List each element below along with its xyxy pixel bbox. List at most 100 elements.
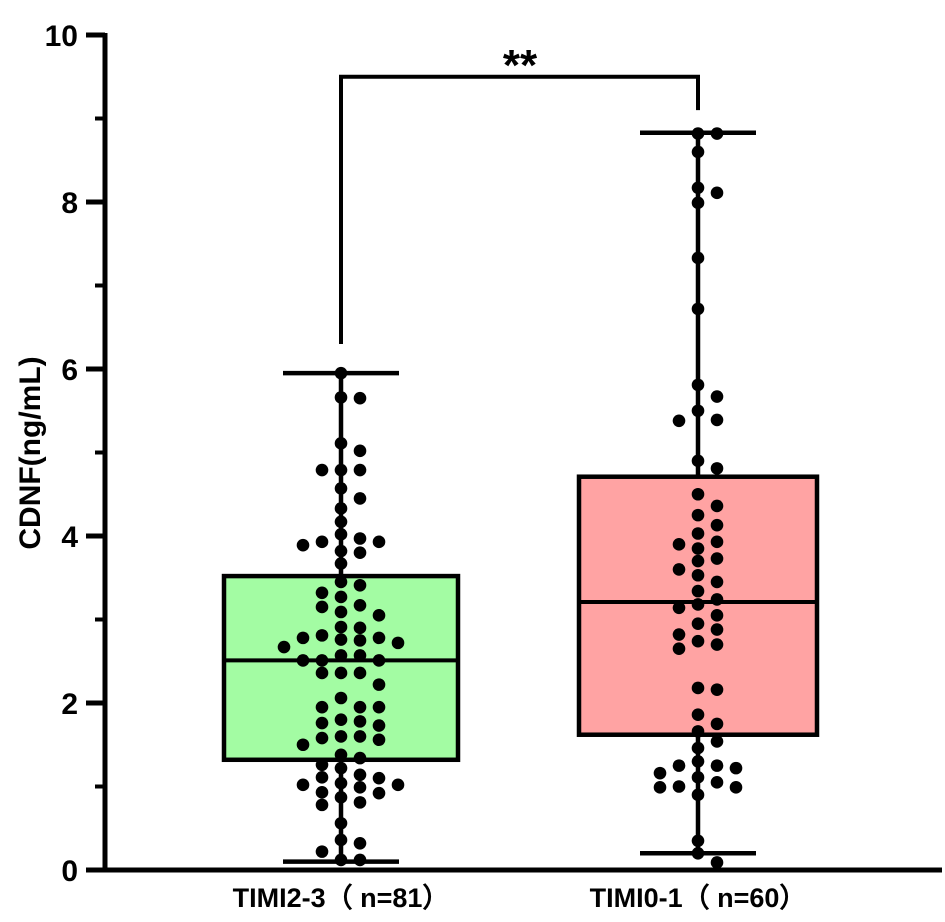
data-point bbox=[691, 568, 705, 582]
data-point bbox=[710, 127, 724, 140]
data-point bbox=[691, 755, 705, 768]
data-point bbox=[353, 621, 367, 635]
data-point bbox=[710, 390, 724, 403]
data-point bbox=[710, 593, 724, 606]
data-point bbox=[353, 666, 367, 680]
data-point bbox=[691, 251, 705, 265]
data-point bbox=[334, 391, 348, 404]
data-point bbox=[372, 535, 386, 549]
data-point bbox=[391, 778, 405, 792]
data-point bbox=[691, 181, 705, 195]
data-point bbox=[315, 654, 329, 667]
data-point bbox=[334, 776, 348, 790]
data-point bbox=[353, 444, 367, 458]
data-point bbox=[353, 649, 367, 662]
data-point bbox=[691, 708, 705, 721]
data-point bbox=[296, 738, 310, 752]
data-point bbox=[353, 532, 367, 545]
y-tick-label: 2 bbox=[61, 688, 78, 721]
data-point bbox=[653, 766, 667, 780]
data-point bbox=[710, 683, 724, 696]
data-point bbox=[353, 836, 367, 850]
data-point bbox=[672, 628, 686, 641]
y-axis-label: CDNF(ng/mL) bbox=[14, 356, 47, 549]
data-point bbox=[315, 463, 329, 477]
y-tick-label: 4 bbox=[61, 521, 78, 554]
data-point bbox=[691, 788, 705, 802]
data-point bbox=[353, 751, 367, 765]
data-point bbox=[353, 546, 367, 559]
data-point bbox=[691, 404, 705, 418]
data-point bbox=[729, 761, 743, 775]
data-point bbox=[372, 654, 386, 667]
data-point bbox=[334, 620, 348, 634]
data-point bbox=[372, 733, 386, 747]
data-point bbox=[315, 535, 329, 549]
data-point bbox=[653, 781, 667, 794]
data-point bbox=[296, 538, 310, 552]
data-point bbox=[672, 780, 686, 793]
data-point bbox=[353, 599, 367, 612]
data-point bbox=[334, 557, 348, 570]
data-point bbox=[710, 609, 724, 622]
data-point bbox=[334, 833, 348, 847]
boxes-layer bbox=[221, 130, 820, 864]
data-point bbox=[334, 590, 348, 604]
data-point bbox=[353, 730, 367, 743]
data-point bbox=[710, 776, 724, 789]
data-point bbox=[334, 544, 348, 558]
data-point bbox=[672, 563, 686, 576]
data-point bbox=[672, 642, 686, 656]
significance-bracket bbox=[339, 74, 700, 344]
data-point bbox=[372, 631, 386, 645]
data-point bbox=[710, 518, 724, 532]
data-point bbox=[372, 700, 386, 714]
data-point bbox=[277, 640, 291, 654]
data-point bbox=[334, 515, 348, 529]
data-point bbox=[334, 437, 348, 450]
data-point bbox=[691, 847, 705, 860]
data-point bbox=[334, 482, 348, 495]
data-point bbox=[315, 716, 329, 730]
data-point bbox=[334, 666, 348, 680]
data-point bbox=[334, 605, 348, 619]
data-point bbox=[353, 463, 367, 477]
data-point bbox=[691, 196, 705, 210]
data-point bbox=[296, 654, 310, 667]
data-point bbox=[334, 730, 348, 743]
data-point bbox=[691, 771, 705, 784]
data-point bbox=[353, 634, 367, 647]
data-point bbox=[296, 631, 310, 645]
data-point bbox=[315, 700, 329, 714]
data-point bbox=[334, 691, 348, 705]
data-point bbox=[353, 578, 367, 592]
data-point bbox=[315, 731, 329, 745]
significance-label: ** bbox=[503, 41, 538, 90]
data-point bbox=[691, 584, 705, 598]
data-point bbox=[315, 758, 329, 772]
data-point bbox=[691, 741, 705, 755]
data-point bbox=[691, 127, 705, 140]
data-point bbox=[315, 629, 329, 642]
data-point bbox=[315, 771, 329, 784]
data-point bbox=[710, 462, 724, 475]
data-point bbox=[334, 791, 348, 804]
data-point bbox=[372, 786, 386, 800]
data-point bbox=[691, 487, 705, 501]
data-point bbox=[334, 366, 348, 380]
data-point bbox=[729, 781, 743, 794]
data-point bbox=[691, 454, 705, 468]
data-point bbox=[334, 748, 348, 762]
data-point bbox=[691, 725, 705, 738]
data-point bbox=[353, 700, 367, 714]
data-point bbox=[691, 634, 705, 648]
data-point bbox=[691, 542, 705, 555]
data-point bbox=[334, 713, 348, 726]
data-point bbox=[372, 678, 386, 691]
x-tick-label-group-1: TIMI2-3（ n=81） bbox=[233, 883, 450, 913]
data-point bbox=[710, 552, 724, 565]
y-tick-label: 8 bbox=[61, 187, 78, 220]
data-point bbox=[710, 413, 724, 427]
data-point bbox=[710, 717, 724, 731]
